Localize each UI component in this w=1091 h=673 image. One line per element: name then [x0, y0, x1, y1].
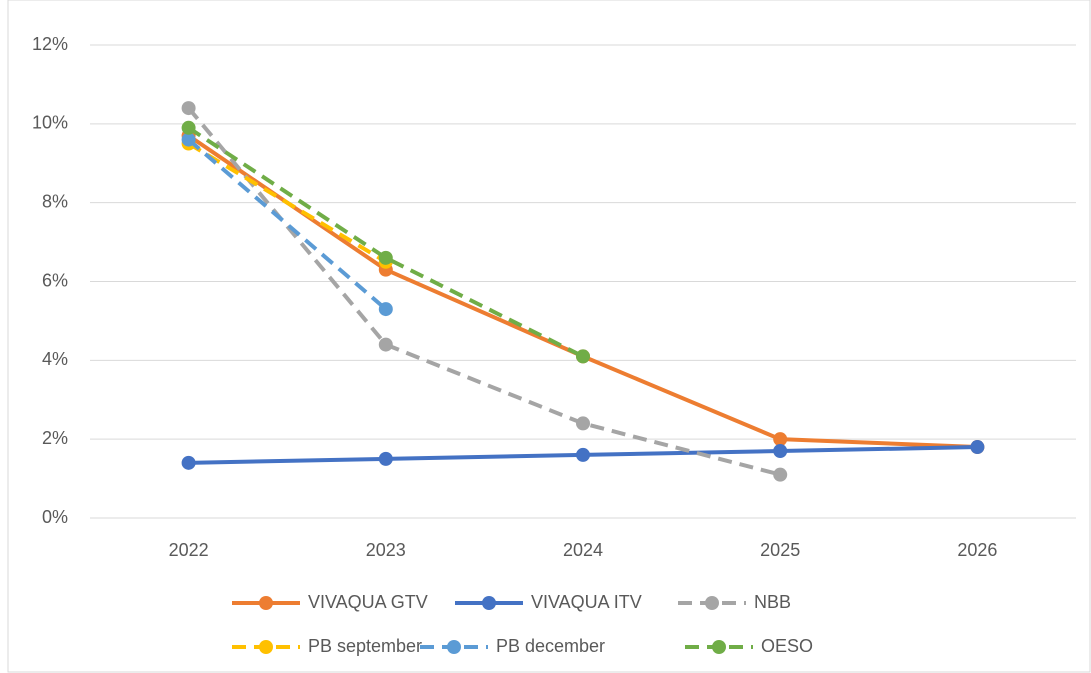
y-tick-label: 8% [42, 191, 68, 211]
data-point [181, 120, 196, 135]
data-point [970, 440, 985, 455]
data-point [576, 416, 590, 431]
data-point [181, 132, 196, 147]
data-point [576, 349, 590, 364]
data-point [181, 455, 196, 470]
legend-label: PB december [496, 636, 605, 656]
data-point [181, 101, 196, 116]
series-line [187, 106, 781, 477]
data-point [773, 443, 788, 458]
chart-border [7, 0, 1091, 673]
legend-marker [259, 596, 273, 610]
data-point [773, 432, 788, 447]
data-point [576, 447, 590, 462]
y-tick-label: 4% [42, 349, 68, 369]
data-point [378, 302, 393, 317]
y-tick-label: 12% [32, 34, 68, 54]
data-point [378, 250, 393, 265]
y-tick-label: 2% [42, 428, 68, 448]
series-line [187, 134, 978, 450]
y-tick-label: 0% [42, 507, 68, 527]
legend-marker [482, 596, 496, 610]
x-tick-label: 2026 [957, 540, 997, 560]
legend-marker [447, 640, 461, 654]
series-line [187, 141, 387, 264]
legend-marker [259, 640, 273, 654]
x-tick-label: 2022 [169, 540, 209, 560]
data-point [773, 467, 788, 482]
series-line [187, 138, 388, 311]
y-tick-label: 6% [42, 270, 68, 290]
x-tick-label: 2023 [366, 540, 406, 560]
legend-label: PB september [308, 636, 422, 656]
legend-label: OESO [761, 636, 813, 656]
data-point [378, 451, 393, 466]
data-point [378, 337, 393, 352]
legend-label: VIVAQUA ITV [531, 592, 642, 612]
legend-marker [712, 640, 726, 654]
y-tick-label: 10% [32, 113, 68, 133]
x-tick-label: 2024 [563, 540, 603, 560]
series-line [187, 126, 584, 359]
legend-label: VIVAQUA GTV [308, 592, 428, 612]
legend-marker [705, 596, 719, 610]
legend-label: NBB [754, 592, 791, 612]
x-tick-label: 2025 [760, 540, 800, 560]
